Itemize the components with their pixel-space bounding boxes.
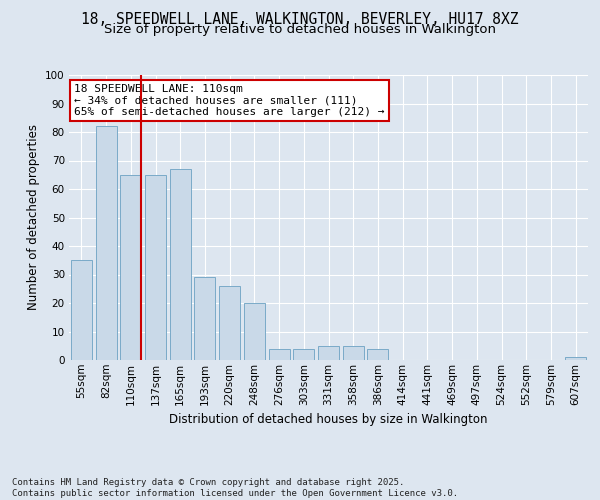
Text: 18, SPEEDWELL LANE, WALKINGTON, BEVERLEY, HU17 8XZ: 18, SPEEDWELL LANE, WALKINGTON, BEVERLEY… bbox=[81, 12, 519, 28]
Bar bbox=[145, 175, 166, 360]
Bar bbox=[120, 175, 141, 360]
Bar bbox=[367, 348, 388, 360]
Text: 18 SPEEDWELL LANE: 110sqm
← 34% of detached houses are smaller (111)
65% of semi: 18 SPEEDWELL LANE: 110sqm ← 34% of detac… bbox=[74, 84, 385, 116]
Bar bbox=[244, 303, 265, 360]
Y-axis label: Number of detached properties: Number of detached properties bbox=[26, 124, 40, 310]
Bar bbox=[269, 348, 290, 360]
Bar bbox=[71, 260, 92, 360]
Bar bbox=[194, 278, 215, 360]
Bar bbox=[565, 357, 586, 360]
Bar bbox=[95, 126, 116, 360]
Bar bbox=[219, 286, 240, 360]
Text: Contains HM Land Registry data © Crown copyright and database right 2025.
Contai: Contains HM Land Registry data © Crown c… bbox=[12, 478, 458, 498]
X-axis label: Distribution of detached houses by size in Walkington: Distribution of detached houses by size … bbox=[169, 413, 488, 426]
Text: Size of property relative to detached houses in Walkington: Size of property relative to detached ho… bbox=[104, 22, 496, 36]
Bar bbox=[293, 348, 314, 360]
Bar bbox=[318, 346, 339, 360]
Bar bbox=[343, 346, 364, 360]
Bar bbox=[170, 169, 191, 360]
